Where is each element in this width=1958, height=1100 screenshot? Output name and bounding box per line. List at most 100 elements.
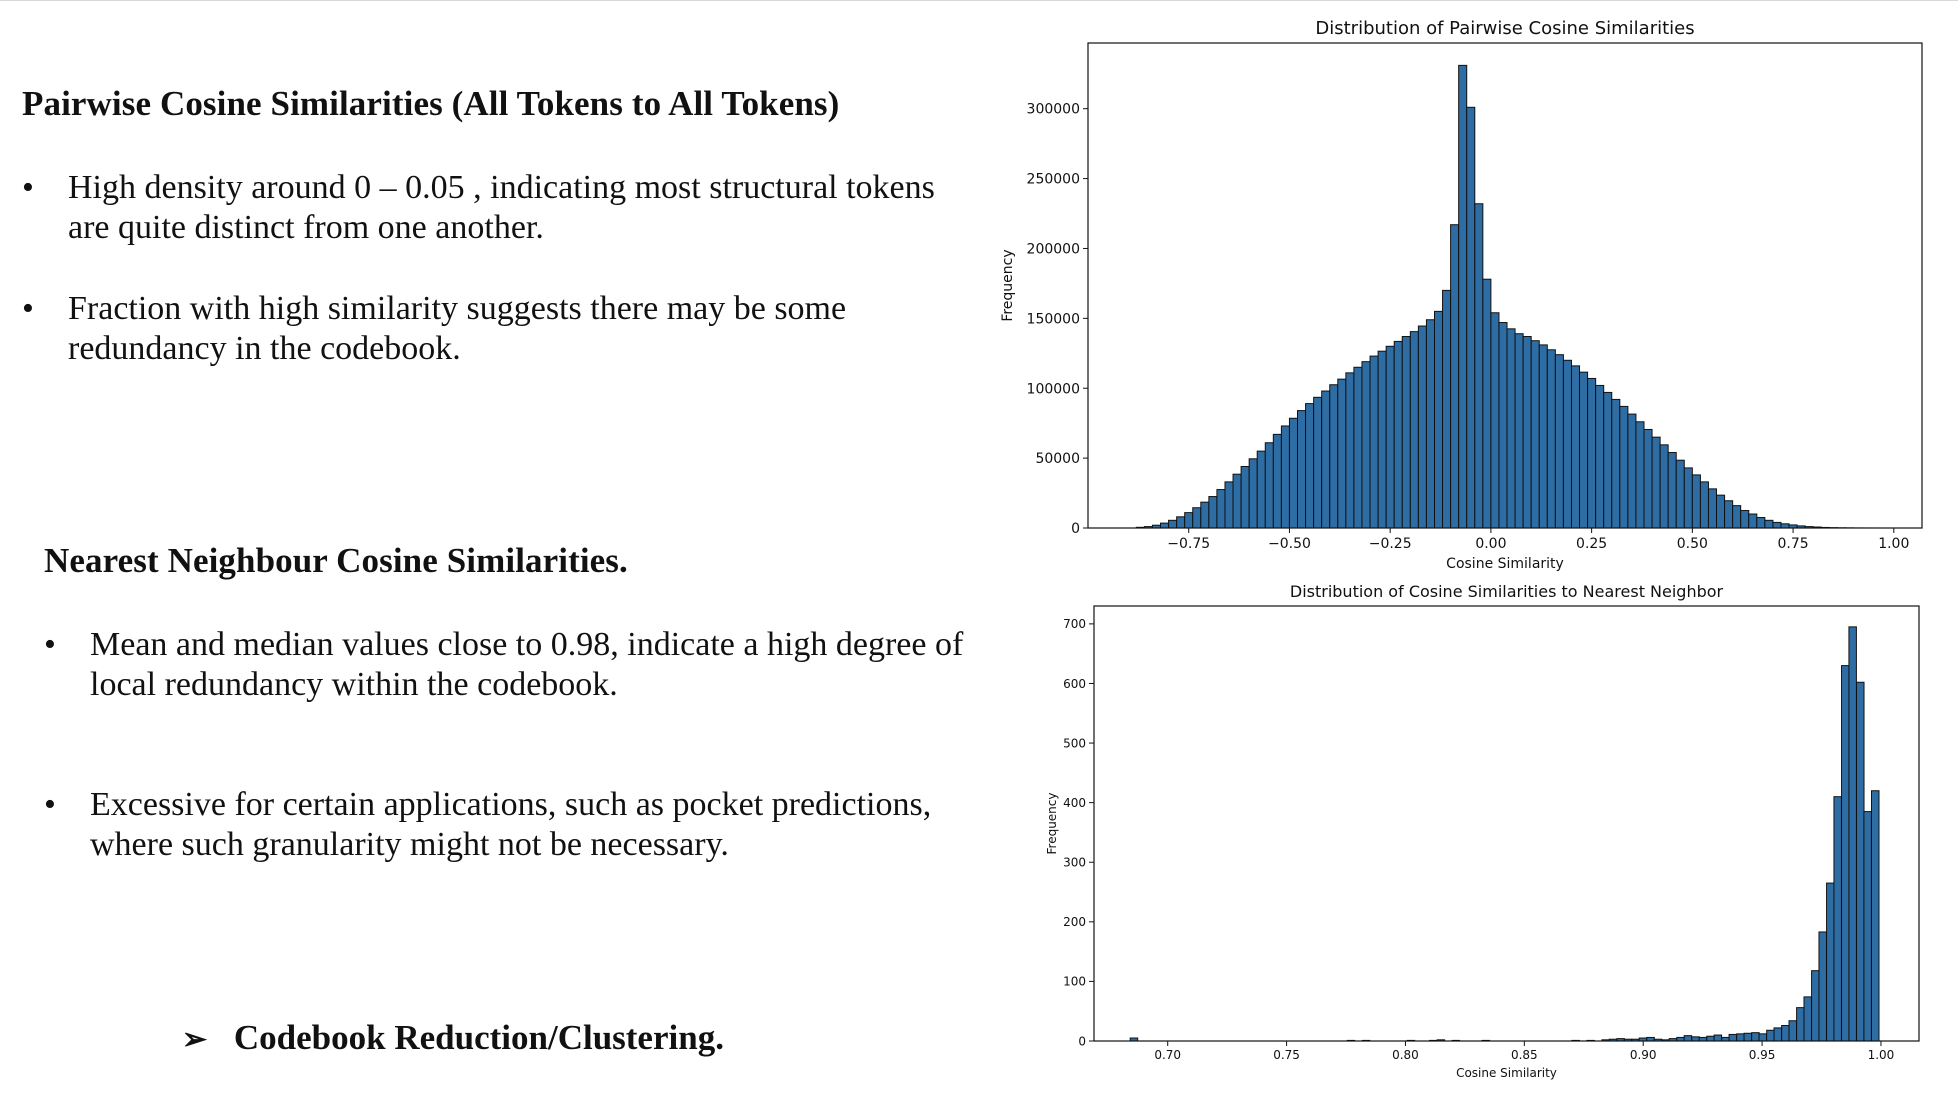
x-tick-label: 0.85 xyxy=(1511,1048,1538,1062)
histogram-bar xyxy=(1530,340,1540,529)
histogram-bar xyxy=(1643,428,1653,529)
histogram-bar xyxy=(1587,377,1597,529)
histogram-bar xyxy=(1728,1033,1738,1042)
histogram-bar xyxy=(1579,371,1589,529)
histogram-bar xyxy=(1841,665,1850,1042)
histogram-bar xyxy=(1490,312,1500,529)
histogram-bar xyxy=(1538,344,1548,529)
histogram-bar xyxy=(1619,405,1629,529)
y-tick-label: 300 xyxy=(1063,856,1086,870)
histogram-bar xyxy=(1766,1029,1775,1042)
histogram-bar xyxy=(1603,391,1613,529)
histogram-bar xyxy=(1780,523,1790,529)
histogram-bar xyxy=(1611,398,1621,529)
y-axis-label: Frequency xyxy=(1000,249,1016,321)
y-tick-label: 150000 xyxy=(1027,311,1080,327)
histogram-bar xyxy=(1224,481,1234,529)
histogram-bar xyxy=(1248,458,1258,529)
y-tick-label: 0 xyxy=(1078,1034,1086,1048)
bullet-dot: • xyxy=(44,626,56,663)
arrow-bullet-icon: ➢ xyxy=(182,1023,208,1056)
histogram-bar xyxy=(1691,474,1701,529)
histogram-bar xyxy=(1713,1034,1723,1042)
histogram-bar xyxy=(1232,473,1242,529)
histogram-bar xyxy=(1482,278,1492,529)
y-tick-label: 200000 xyxy=(1027,242,1080,258)
histogram-bar xyxy=(1707,488,1718,529)
histogram-bar xyxy=(1764,519,1774,529)
bullet-line: redundancy in the codebook. xyxy=(68,330,461,367)
histogram-bar xyxy=(1329,384,1339,529)
histogram-bar xyxy=(1743,1032,1753,1042)
histogram-bar xyxy=(1562,359,1572,529)
plot-frame xyxy=(1087,42,1923,529)
histogram-bar xyxy=(1691,1036,1700,1042)
histogram-bar xyxy=(1751,1032,1760,1042)
chart-title: Distribution of Cosine Similarities to N… xyxy=(1290,582,1724,601)
y-tick-label: 50000 xyxy=(1035,451,1080,467)
histogram-bar xyxy=(1264,442,1274,529)
histogram-bar xyxy=(1393,340,1403,529)
histogram-bar xyxy=(1788,1020,1797,1042)
x-tick-label: 0.75 xyxy=(1273,1048,1300,1062)
histogram-bar xyxy=(1369,355,1379,529)
histogram-bar xyxy=(1748,513,1758,529)
histogram-bar xyxy=(1466,106,1476,529)
histogram-bar xyxy=(1756,517,1766,529)
histogram-bar xyxy=(1176,516,1186,529)
histogram-bar xyxy=(1683,467,1693,529)
x-tick-label: 0.90 xyxy=(1630,1048,1657,1062)
histogram-bar xyxy=(1833,796,1842,1042)
histogram-bar xyxy=(1856,681,1865,1042)
pairwise-heading: Pairwise Cosine Similarities (All Tokens… xyxy=(22,84,840,123)
x-tick-label: 0.70 xyxy=(1154,1048,1181,1062)
histogram-bar xyxy=(1506,328,1516,529)
histogram-bar xyxy=(1272,433,1282,529)
y-tick-label: 300000 xyxy=(1027,102,1080,118)
pairwise-histogram: −0.75 −0.50 −0.25 0.00 0.25 0.50 0.75 1.00 0 5000… xyxy=(1000,18,1923,572)
histogram-bar xyxy=(1736,1033,1745,1042)
x-axis-label: Cosine Similarity xyxy=(1456,1066,1557,1080)
histogram-bar xyxy=(1546,349,1556,529)
x-tick-label: 0.50 xyxy=(1677,536,1708,552)
y-tick-label: 0 xyxy=(1071,521,1080,537)
x-axis-label: Cosine Similarity xyxy=(1446,556,1564,572)
histogram-bar xyxy=(1192,507,1202,529)
histogram-bar xyxy=(1280,425,1290,529)
y-tick-label: 400 xyxy=(1063,796,1086,810)
histogram-bar xyxy=(1699,481,1709,529)
histogram-bar xyxy=(1425,319,1435,529)
histogram-bar xyxy=(1321,390,1331,529)
bullet-line: Fraction with high similarity suggests t… xyxy=(68,290,847,327)
histogram-bar xyxy=(1740,510,1750,529)
bullet-line: High density around 0 – 0.05 , indicatin… xyxy=(68,169,935,206)
histogram-bar xyxy=(1474,203,1484,529)
bullet-line: Mean and median values close to 0.98, in… xyxy=(90,626,964,663)
histogram-bar xyxy=(1724,500,1734,529)
bullet-line: where such granularity might not be nece… xyxy=(90,826,729,863)
histogram-bar xyxy=(1385,345,1395,529)
bullet-dot: • xyxy=(22,290,34,327)
histogram-bar xyxy=(1345,372,1355,529)
x-tick-label: −0.75 xyxy=(1167,536,1210,552)
y-tick-label: 700 xyxy=(1063,617,1086,631)
histogram-bar xyxy=(1706,1035,1715,1042)
histogram-bar xyxy=(1863,811,1872,1042)
x-tick-label: 0.80 xyxy=(1392,1048,1419,1062)
y-tick-label: 250000 xyxy=(1027,172,1080,188)
nearest-neighbour-heading: Nearest Neighbour Cosine Similarities. xyxy=(44,541,628,580)
histogram-bar xyxy=(1200,501,1210,529)
histogram-bar xyxy=(1818,931,1827,1042)
bullet-line: are quite distinct from one another. xyxy=(68,209,544,246)
histogram-bar xyxy=(1651,436,1661,529)
histogram-bar xyxy=(1450,224,1460,529)
histogram-bar xyxy=(1288,417,1299,529)
x-tick-label: 0.25 xyxy=(1576,536,1607,552)
histogram-bar xyxy=(1554,354,1564,529)
histogram-bar xyxy=(1635,421,1645,529)
histogram-bar xyxy=(1409,331,1419,529)
histogram-bar xyxy=(1772,521,1782,529)
histogram-bar xyxy=(1442,289,1452,529)
chart-title: Distribution of Pairwise Cosine Similari… xyxy=(1315,18,1694,39)
histogram-bar xyxy=(1675,459,1685,529)
